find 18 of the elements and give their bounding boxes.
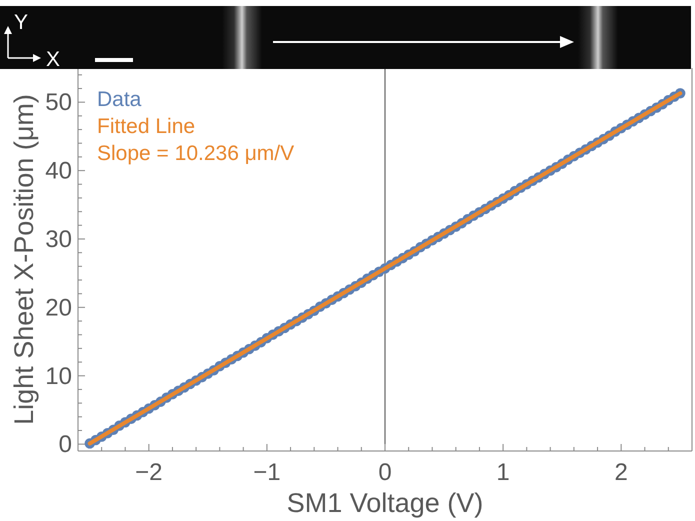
y-tick-label: 0 <box>58 431 72 458</box>
x-tick-label: 0 <box>378 459 392 486</box>
y-tick-label: 50 <box>45 89 72 116</box>
y-tick-label: 40 <box>45 158 72 185</box>
annotation: Slope = 10.236 μm/V <box>97 141 294 167</box>
x-axis-title: SM1 Voltage (V) <box>286 488 484 518</box>
text: Data <box>97 87 142 113</box>
x-tick-label: 1 <box>496 459 510 486</box>
y-tick-label: 30 <box>45 226 72 253</box>
x-tick-label: 2 <box>614 459 628 486</box>
y-axis-title: Light Sheet X-Position (μm) <box>9 94 39 425</box>
x-tick-label: −2 <box>135 459 163 486</box>
y-tick-label: 20 <box>45 294 72 322</box>
x-tick-label: −1 <box>253 459 281 486</box>
text: Y <box>14 11 28 34</box>
y-tick-label: 10 <box>45 362 72 390</box>
text: X <box>46 48 60 71</box>
text: Fitted Line <box>97 114 196 140</box>
